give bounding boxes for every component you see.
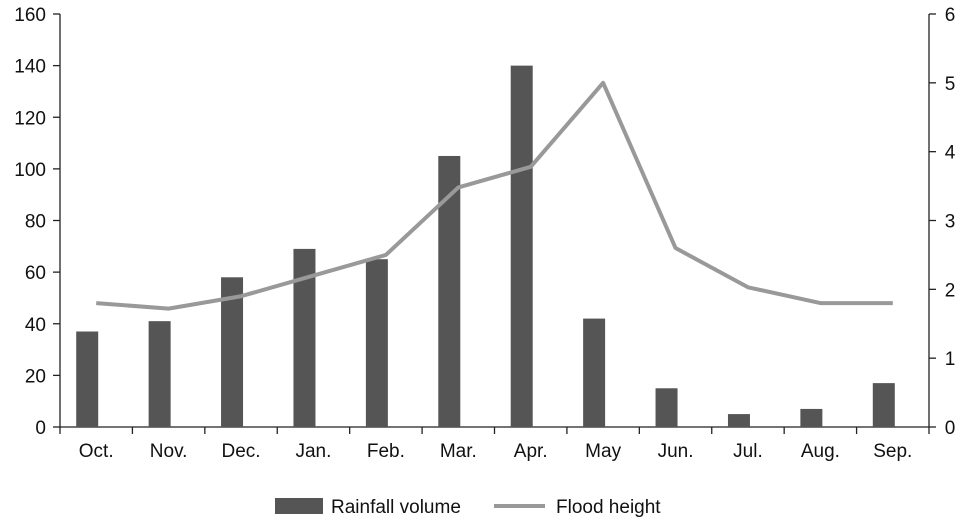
rainfall-bar: [727, 414, 750, 427]
left-y-tick-label: 120: [14, 108, 46, 129]
rainfall-bar: [438, 155, 461, 427]
x-tick-label: Oct.: [79, 441, 114, 462]
right-y-tick-label: 3: [945, 212, 956, 233]
x-tick-label: Dec.: [222, 441, 261, 462]
rainfall-bars: [76, 65, 895, 427]
rainfall-bar: [365, 259, 388, 427]
x-tick-label: Mar.: [440, 441, 477, 462]
legend-flood-label: Flood height: [556, 497, 661, 518]
right-y-tick-label: 6: [945, 5, 956, 26]
right-y-tick-label: 2: [945, 280, 956, 301]
left-y-tick-label: 40: [25, 315, 46, 336]
x-tick-label: Feb.: [367, 441, 405, 462]
left-y-tick-label: 140: [14, 57, 46, 78]
left-y-tick-label: 60: [25, 263, 46, 284]
x-tick-label: Jul.: [733, 441, 763, 462]
left-y-tick-label: 0: [35, 418, 46, 439]
right-y-tick-label: 4: [945, 143, 956, 164]
left-y-tick-label: 160: [14, 5, 46, 26]
rainfall-bar: [655, 388, 678, 427]
x-tick-label: Sep.: [873, 441, 912, 462]
x-tick-label: Apr.: [514, 441, 548, 462]
rainfall-bar: [293, 248, 316, 427]
rainfall-bar: [583, 318, 606, 427]
right-y-tick-label: 1: [945, 349, 956, 370]
x-tick-label: Aug.: [801, 441, 840, 462]
left-y-tick-label: 20: [25, 366, 46, 387]
x-tick-label: May: [585, 441, 621, 462]
legend: Rainfall volume Flood height: [275, 497, 661, 518]
rainfall-bar: [221, 277, 244, 427]
left-y-tick-label: 80: [25, 212, 46, 233]
x-tick-label: Jun.: [658, 441, 694, 462]
legend-rainfall-swatch: [275, 498, 323, 514]
x-tick-label: Nov.: [150, 441, 188, 462]
rainfall-bar: [800, 408, 823, 427]
right-y-tick-label: 5: [945, 74, 956, 95]
rainfall-bar: [510, 65, 533, 427]
x-tick-label: Jan.: [295, 441, 331, 462]
chart-axes: 0 20 40 60 80 100 120 140 160 0 1 2 3 4 5 6: [14, 5, 955, 439]
legend-rainfall-label: Rainfall volume: [331, 497, 461, 518]
right-y-tick-label: 0: [945, 418, 956, 439]
flood-height-line: [96, 80, 893, 311]
left-y-tick-label: 100: [14, 160, 46, 181]
rainfall-bar: [872, 383, 895, 427]
rainfall-bar: [76, 331, 99, 427]
rainfall-bar: [148, 321, 171, 427]
flood-height-line-group: [96, 80, 893, 311]
x-tick-labels: Oct. Nov. Dec. Jan. Feb. Mar. Apr. May Jun. Jul. A…: [79, 441, 913, 462]
